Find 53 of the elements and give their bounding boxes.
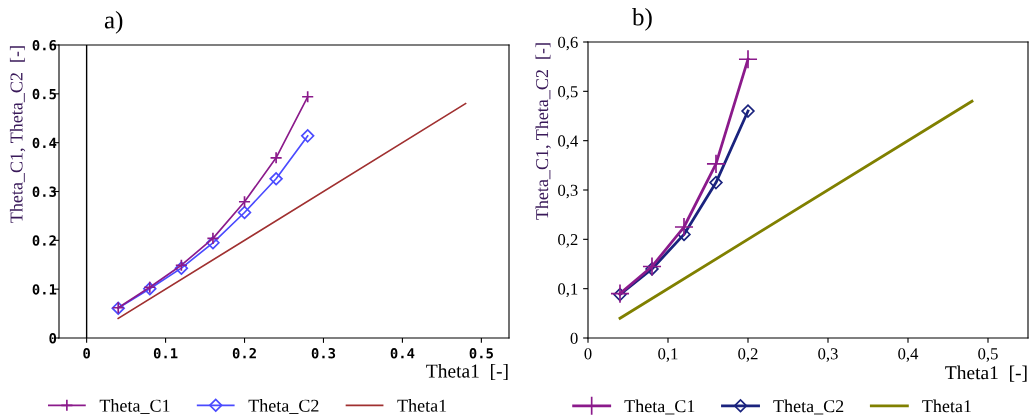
y-tick-label: 0.6 xyxy=(32,39,57,51)
x-tick-label: 0 xyxy=(83,347,90,359)
x-tick-label: 0,4 xyxy=(898,348,919,362)
y-tick-label: 0,4 xyxy=(558,135,579,150)
point xyxy=(269,151,283,165)
y-tick-label: 0.1 xyxy=(32,284,57,295)
y-tick-label: 0,3 xyxy=(558,184,578,199)
y-tick-label: 0.4 xyxy=(32,137,57,149)
point xyxy=(237,205,252,220)
x-tick-label: 0.1 xyxy=(153,347,178,359)
y-tick-label: 0.2 xyxy=(32,235,56,246)
point xyxy=(301,90,315,104)
chart-title: b) xyxy=(632,7,652,31)
point xyxy=(238,195,251,209)
x-tick-label: 0.2 xyxy=(232,347,256,359)
point xyxy=(738,49,758,70)
point xyxy=(206,231,220,245)
x-axis-title: Theta1 [-] xyxy=(426,363,508,381)
point xyxy=(269,172,283,186)
legend-label: Theta1 xyxy=(922,399,971,413)
y-tick-label: 0 xyxy=(49,332,57,344)
point xyxy=(300,129,315,143)
chart-title: a) xyxy=(104,10,123,34)
x-tick-label: 0.4 xyxy=(390,347,415,359)
x-tick-label: 0.5 xyxy=(469,347,493,359)
x-tick-label: 0,2 xyxy=(738,348,758,362)
point xyxy=(709,175,723,190)
y-tick-label: 0,1 xyxy=(558,283,578,298)
point xyxy=(642,256,662,277)
point xyxy=(741,104,755,118)
y-tick-label: 0,6 xyxy=(558,36,578,51)
y-tick-label: 0 xyxy=(570,332,578,344)
legend-label: Theta_C1 xyxy=(624,399,695,415)
y-tick-label: 0.3 xyxy=(32,186,57,197)
y-tick-label: 0,2 xyxy=(558,234,578,248)
legend-label: Theta1 xyxy=(397,399,447,412)
x-tick-label: 0,3 xyxy=(818,348,838,362)
legend-label: Theta_C2 xyxy=(773,399,844,415)
y-tick-label: 0,5 xyxy=(558,86,578,100)
y-tick-label: 0.5 xyxy=(32,88,56,100)
x-tick-label: 0,1 xyxy=(658,348,678,362)
legend-label: Theta_C1 xyxy=(99,399,170,414)
y-axis-title: Theta_C1, Theta_C2 [-] xyxy=(9,46,26,223)
legend-label: Theta_C2 xyxy=(248,399,319,414)
point xyxy=(674,217,694,237)
point xyxy=(645,262,659,276)
x-tick-label: 0 xyxy=(584,348,592,360)
x-tick-label: 0,5 xyxy=(978,348,998,362)
point xyxy=(706,153,726,174)
point xyxy=(206,236,220,250)
x-axis-title: Theta1 [-] xyxy=(945,365,1027,382)
x-tick-label: 0.3 xyxy=(311,347,336,359)
y-axis-title: Theta_C1, Theta_C2 [-] xyxy=(535,43,551,220)
